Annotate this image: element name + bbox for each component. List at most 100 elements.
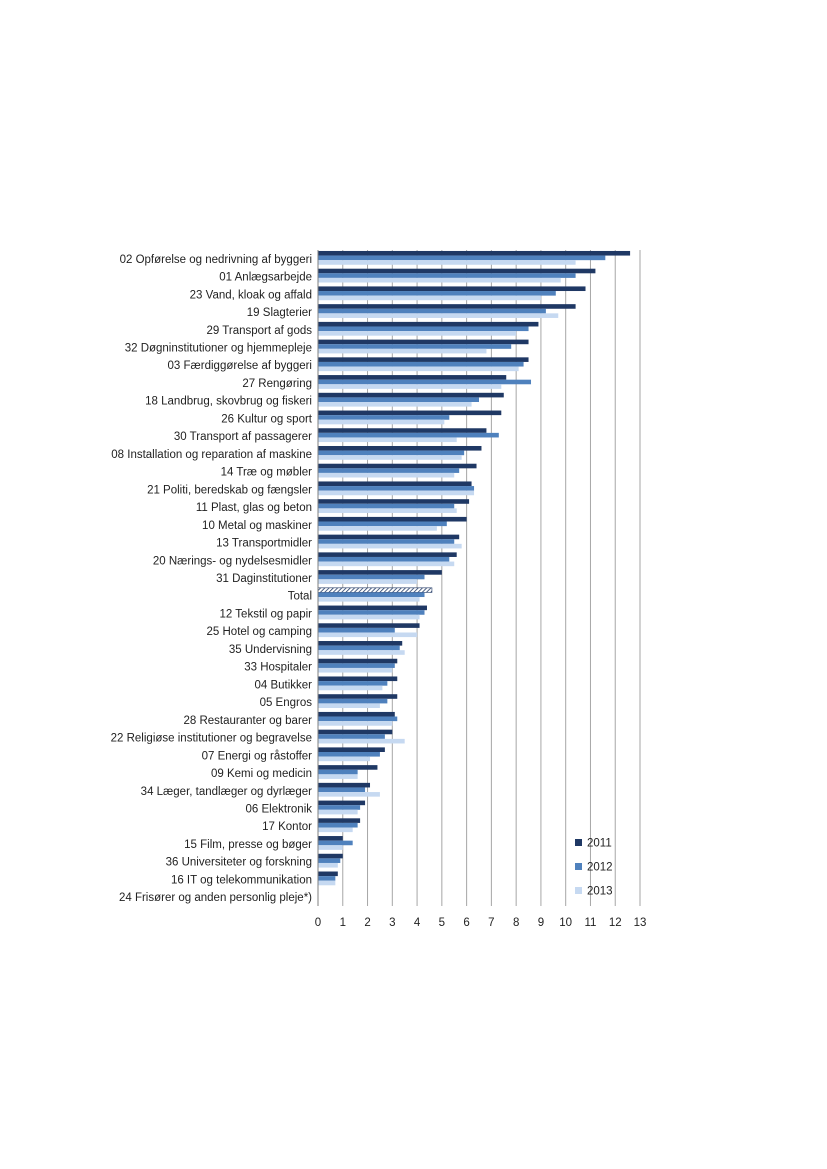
bar-2012: [318, 379, 532, 385]
bar-2012: [318, 592, 425, 598]
category-label: 09 Kemi og medicin: [211, 768, 312, 780]
bar-2013: [318, 366, 519, 372]
category-label: 11 Plast, glas og beton: [196, 502, 312, 514]
bar-2012: [318, 698, 388, 704]
category-label: 21 Politi, beredskab og fængsler: [147, 484, 312, 496]
category-label: 30 Transport af passagerer: [174, 431, 312, 443]
bar-2012: [318, 291, 556, 296]
bar-2012: [318, 486, 475, 491]
category-label: Total: [288, 591, 312, 603]
bar-2011: [318, 357, 529, 362]
x-tick-labels: 0 1 2 3 4 5 6 7 8 9 10 11 12 13: [315, 917, 647, 929]
x-tick-label: 13: [634, 917, 647, 929]
bar-2011: [318, 392, 504, 398]
category-label: 29 Transport af gods: [207, 325, 313, 337]
bar-2011: [318, 871, 338, 877]
bar-2011: [318, 534, 460, 540]
bar-2013: [318, 862, 338, 868]
bar-2013: [318, 827, 353, 833]
bar-2013: [318, 348, 487, 354]
bar-2013: [318, 402, 472, 407]
bar-2011: [318, 605, 427, 611]
bar-2011: [318, 516, 467, 522]
bar-2011: [318, 445, 482, 451]
category-label: 18 Landbrug, skovbrug og fiskeri: [145, 396, 312, 408]
legend-swatch-2013: [575, 887, 582, 894]
bar-2013: [318, 455, 462, 460]
bar-2012: [318, 645, 400, 651]
bar-2012: [318, 663, 395, 668]
bar-2013: [318, 880, 336, 886]
bar-2013: [318, 792, 380, 797]
bar-2012: [318, 503, 455, 509]
bar-2012: [318, 822, 358, 828]
bar-2011: [317, 587, 433, 593]
bar-2013: [318, 667, 393, 673]
bar-2011: [318, 623, 420, 628]
bar-2011: [318, 250, 631, 256]
bar-2011: [318, 304, 576, 309]
bar-2013: [318, 650, 405, 655]
bar-2011: [318, 570, 442, 575]
bar-2013: [318, 526, 437, 531]
bar-2011: [318, 782, 371, 788]
category-label: 02 Opførelse og nedrivning af byggeri: [120, 254, 312, 266]
category-label: 27 Rengøring: [242, 378, 312, 390]
category-label: 35 Undervisning: [229, 644, 312, 656]
category-labels: 02 Opførelse og nedrivning af byggeri 01 …: [111, 254, 313, 904]
x-tick-label: 3: [389, 917, 395, 929]
bar-2011: [318, 641, 403, 646]
bar-2011: [318, 658, 398, 664]
bar-2011: [318, 375, 507, 380]
category-label: 03 Færdiggørelse af byggeri: [168, 360, 312, 372]
bar-2013: [318, 756, 371, 762]
bar-2012: [318, 610, 425, 615]
legend-label-2012: 2012: [587, 862, 613, 874]
bar-2011: [318, 268, 596, 274]
bar-2013: [318, 774, 358, 779]
category-label: 23 Vand, kloak og affald: [190, 289, 312, 301]
x-tick-label: 11: [584, 917, 596, 929]
legend-swatch-2012: [575, 863, 582, 870]
bar-2012: [318, 751, 380, 757]
bar-2011: [318, 800, 366, 806]
bar-2012: [318, 326, 529, 332]
legend: 2011 2012 2013: [575, 838, 613, 898]
bar-2013: [318, 260, 576, 265]
x-tick-label: 6: [463, 917, 469, 929]
bar-2012: [318, 734, 385, 739]
bar-2012: [318, 681, 388, 686]
bar-2011: [318, 339, 529, 345]
x-tick-label: 0: [315, 917, 321, 929]
bar-2011: [318, 552, 457, 557]
bar-2011: [318, 836, 343, 841]
bar-2013: [318, 721, 393, 726]
bar-2011: [318, 286, 586, 292]
bar-2013: [318, 437, 457, 443]
category-label: 13 Transportmidler: [216, 538, 312, 550]
bar-2011: [318, 321, 539, 327]
bar-2012: [318, 308, 546, 314]
category-label: 31 Daginstitutioner: [216, 573, 312, 585]
category-label: 32 Døgninstitutioner og hjemmepleje: [125, 343, 312, 355]
category-label: 04 Butikker: [254, 679, 312, 691]
bar-2012: [318, 361, 524, 367]
bar-2012: [318, 432, 499, 438]
bar-2012: [318, 255, 606, 261]
category-label: 14 Træ og møbler: [221, 467, 313, 479]
category-label: 08 Installation og reparation af maskine: [111, 449, 312, 461]
bar-2011: [318, 463, 477, 469]
bar-2012: [318, 539, 455, 544]
bar-2013: [318, 597, 420, 602]
bar-2011: [318, 428, 487, 433]
bar-2013: [318, 331, 517, 336]
category-label: 28 Restauranter og barer: [184, 715, 313, 727]
bar-2013: [318, 703, 380, 709]
x-tick-label: 9: [538, 917, 544, 929]
bar-2013: [318, 579, 418, 584]
bar-2011: [318, 410, 502, 416]
category-label: 17 Kontor: [262, 821, 312, 833]
bars: [317, 250, 631, 886]
x-tick-label: 10: [559, 917, 572, 929]
bar-2012: [318, 450, 465, 456]
